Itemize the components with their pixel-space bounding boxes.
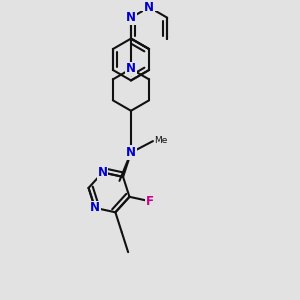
Text: N: N <box>98 166 108 179</box>
Text: F: F <box>146 195 154 208</box>
Text: N: N <box>126 11 136 24</box>
Text: N: N <box>144 1 154 14</box>
Text: Me: Me <box>154 136 168 145</box>
Text: N: N <box>126 146 136 159</box>
Text: N: N <box>126 62 136 75</box>
Text: N: N <box>90 201 100 214</box>
